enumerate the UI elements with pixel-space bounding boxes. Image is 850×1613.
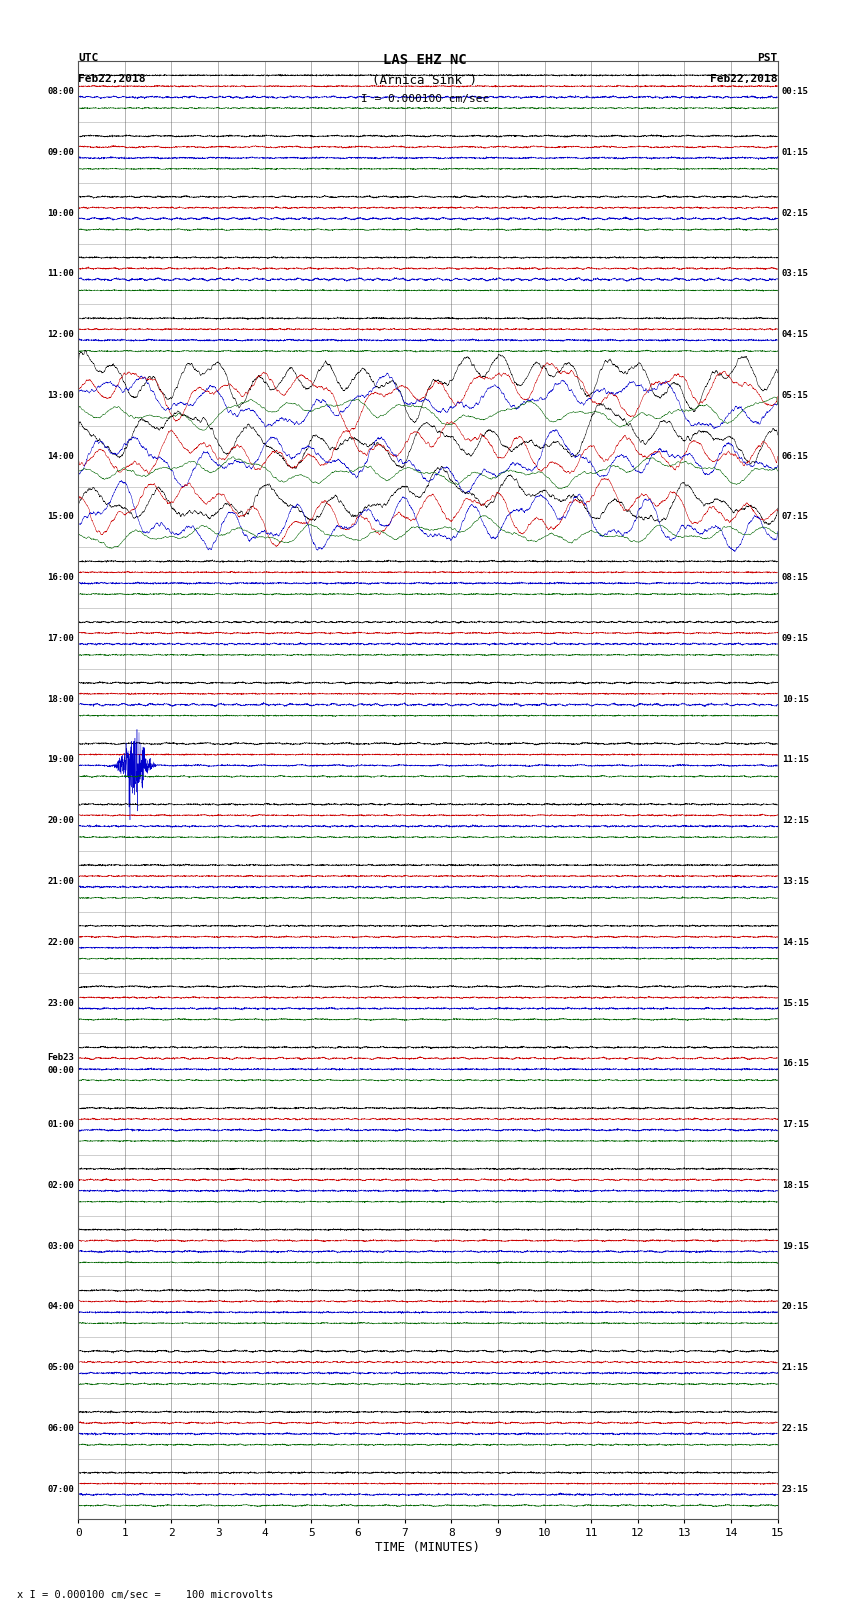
Text: 21:15: 21:15: [782, 1363, 809, 1373]
Text: 16:00: 16:00: [47, 573, 74, 582]
Text: 22:00: 22:00: [47, 937, 74, 947]
Text: 19:15: 19:15: [782, 1242, 809, 1250]
Text: 04:00: 04:00: [47, 1302, 74, 1311]
Text: 06:15: 06:15: [782, 452, 809, 461]
Text: 09:15: 09:15: [782, 634, 809, 644]
Text: 20:15: 20:15: [782, 1302, 809, 1311]
Text: PST: PST: [757, 53, 778, 63]
Text: 17:00: 17:00: [47, 634, 74, 644]
Text: 02:00: 02:00: [47, 1181, 74, 1190]
Text: I = 0.000100 cm/sec: I = 0.000100 cm/sec: [361, 94, 489, 103]
Text: 05:00: 05:00: [47, 1363, 74, 1373]
Text: 08:00: 08:00: [47, 87, 74, 97]
Text: 20:00: 20:00: [47, 816, 74, 826]
Text: x I = 0.000100 cm/sec =    100 microvolts: x I = 0.000100 cm/sec = 100 microvolts: [17, 1590, 273, 1600]
Text: 00:15: 00:15: [782, 87, 809, 97]
Text: Feb23: Feb23: [47, 1053, 74, 1061]
Text: 04:15: 04:15: [782, 331, 809, 339]
Text: 07:00: 07:00: [47, 1484, 74, 1494]
Text: 01:15: 01:15: [782, 148, 809, 156]
Text: 22:15: 22:15: [782, 1424, 809, 1432]
Text: 15:15: 15:15: [782, 998, 809, 1008]
Text: 14:00: 14:00: [47, 452, 74, 461]
Text: 01:00: 01:00: [47, 1119, 74, 1129]
Text: (Arnica Sink ): (Arnica Sink ): [372, 74, 478, 87]
Text: 17:15: 17:15: [782, 1119, 809, 1129]
Text: 18:00: 18:00: [47, 695, 74, 703]
Text: 19:00: 19:00: [47, 755, 74, 765]
Text: 00:00: 00:00: [47, 1066, 74, 1074]
Text: 10:00: 10:00: [47, 208, 74, 218]
Text: 14:15: 14:15: [782, 937, 809, 947]
Text: 21:00: 21:00: [47, 877, 74, 886]
Text: 12:00: 12:00: [47, 331, 74, 339]
Text: 11:15: 11:15: [782, 755, 809, 765]
Text: 07:15: 07:15: [782, 513, 809, 521]
Text: 02:15: 02:15: [782, 208, 809, 218]
Text: LAS EHZ NC: LAS EHZ NC: [383, 53, 467, 68]
Text: 10:15: 10:15: [782, 695, 809, 703]
Text: 09:00: 09:00: [47, 148, 74, 156]
Text: 23:00: 23:00: [47, 998, 74, 1008]
Text: UTC: UTC: [78, 53, 99, 63]
Text: Feb22,2018: Feb22,2018: [78, 74, 145, 84]
Text: Feb22,2018: Feb22,2018: [711, 74, 778, 84]
Text: 23:15: 23:15: [782, 1484, 809, 1494]
Text: 18:15: 18:15: [782, 1181, 809, 1190]
Text: 13:15: 13:15: [782, 877, 809, 886]
Text: 16:15: 16:15: [782, 1060, 809, 1068]
Text: 05:15: 05:15: [782, 390, 809, 400]
X-axis label: TIME (MINUTES): TIME (MINUTES): [376, 1542, 480, 1555]
Text: 08:15: 08:15: [782, 573, 809, 582]
Text: 13:00: 13:00: [47, 390, 74, 400]
Text: 03:00: 03:00: [47, 1242, 74, 1250]
Text: 15:00: 15:00: [47, 513, 74, 521]
Text: 06:00: 06:00: [47, 1424, 74, 1432]
Text: 12:15: 12:15: [782, 816, 809, 826]
Text: 11:00: 11:00: [47, 269, 74, 279]
Text: 03:15: 03:15: [782, 269, 809, 279]
